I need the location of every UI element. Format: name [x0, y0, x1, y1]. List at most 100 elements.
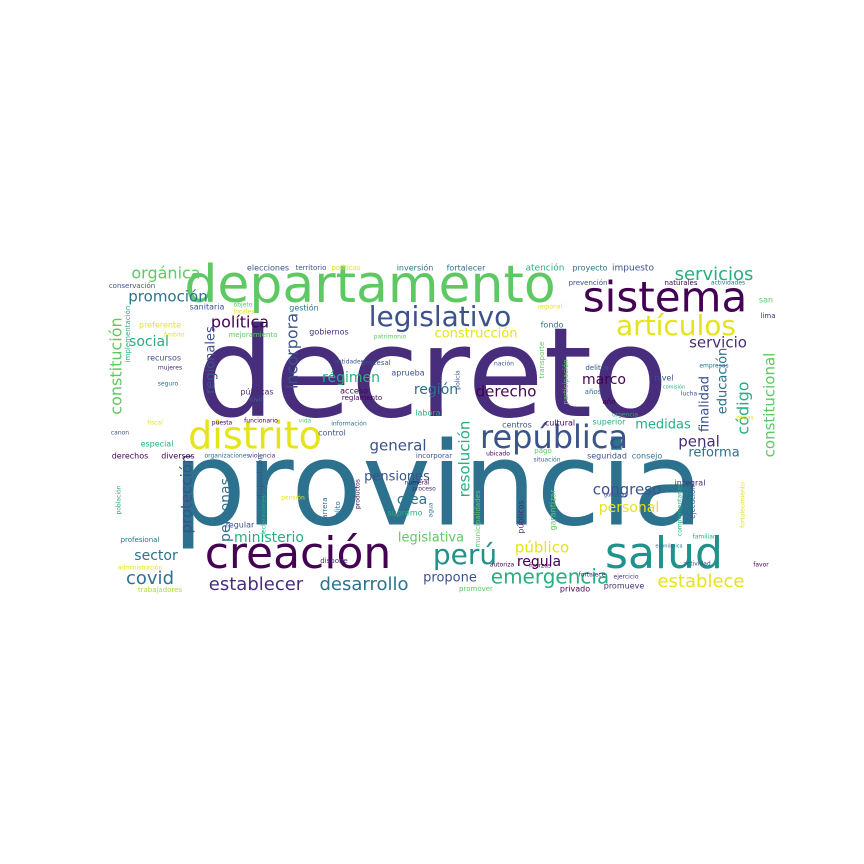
cloud-word: emergencia [491, 565, 609, 589]
cloud-word: salud [605, 528, 723, 579]
cloud-word: mujeres [158, 365, 182, 372]
cloud-word: población [116, 485, 123, 514]
cloud-word: protección [178, 455, 196, 534]
cloud-word: orgánica [131, 264, 200, 283]
cloud-word: declaraciones [261, 495, 268, 537]
cloud-word: seguro [158, 381, 179, 388]
cloud-word: recursos [147, 354, 181, 363]
cloud-word: servicios [675, 264, 754, 285]
cloud-word: acceso [340, 387, 368, 396]
cloud-word: fortalecimiento [740, 482, 747, 528]
cloud-word: fuerzas [529, 563, 551, 570]
cloud-word: pago [534, 447, 551, 455]
cloud-word: aprueba [391, 369, 424, 378]
cloud-word: información [331, 421, 367, 428]
cloud-word: incorpora [283, 313, 302, 389]
cloud-word: constitución [107, 317, 126, 414]
cloud-word: puesta [212, 420, 233, 427]
cloud-word: constitucional [761, 353, 779, 458]
cloud-word: pensión [281, 495, 305, 502]
cloud-word: construcción [435, 327, 518, 342]
cloud-word: civil [250, 397, 262, 404]
cloud-word: profesional [121, 536, 160, 544]
cloud-word: educación [716, 348, 731, 415]
cloud-word: reforma [688, 446, 739, 461]
cloud-word: canon [111, 430, 129, 437]
cloud-word: gobierno [604, 493, 626, 499]
cloud-word: perú [433, 538, 497, 571]
cloud-word: prevención [569, 279, 608, 287]
cloud-word: actividades [711, 280, 745, 287]
cloud-word: objeto [234, 302, 253, 309]
cloud-word: región [414, 382, 458, 398]
cloud-word: conservación [109, 282, 155, 290]
cloud-word: penal [678, 433, 720, 451]
cloud-word: trabajadores [138, 586, 183, 594]
cloud-word: ejercicio [614, 574, 639, 581]
cloud-word: república [480, 418, 628, 456]
cloud-word: implementación [124, 306, 132, 363]
cloud-word: lucha [681, 391, 698, 398]
cloud-word: elecciones [247, 264, 289, 273]
cloud-word: fondo [541, 321, 564, 330]
cloud-word: política [211, 313, 269, 332]
cloud-word: nivel [654, 374, 673, 383]
cloud-word: diversos [161, 452, 194, 461]
cloud-word: ministerio [234, 530, 304, 546]
cloud-word: agua [428, 502, 435, 517]
cloud-word: zonas [736, 415, 753, 422]
cloud-word: situación [533, 457, 560, 464]
cloud-word: régimen [322, 370, 380, 386]
cloud-word: servicio [689, 334, 747, 352]
cloud-word: medidas [635, 418, 691, 433]
cloud-word: superior [593, 418, 627, 427]
cloud-word: pensiones [364, 470, 430, 485]
cloud-word: policía [455, 370, 462, 390]
cloud-word: privado [560, 585, 590, 594]
cloud-word: código [734, 381, 753, 434]
cloud-word: seguridad [587, 452, 627, 461]
cloud-word: cultural [545, 419, 575, 428]
cloud-word: años [585, 388, 602, 396]
cloud-word: procesal [361, 359, 391, 367]
cloud-word: finalidad [698, 376, 713, 432]
cloud-word: territorio [296, 264, 327, 272]
cloud-word: sistema [583, 273, 747, 322]
cloud-word: propone [423, 571, 477, 586]
cloud-word: autoriza [490, 562, 515, 569]
cloud-word: urgencia [612, 412, 638, 419]
cloud-word: participación [562, 359, 570, 404]
cloud-word: garantizar [549, 489, 558, 531]
cloud-word: legislativa [398, 531, 464, 546]
cloud-word: regionales [204, 326, 219, 394]
cloud-word: marco [582, 372, 626, 388]
cloud-word: administración [118, 565, 163, 572]
cloud-word: personal [599, 500, 659, 516]
cloud-word: impuesto [612, 264, 654, 274]
cloud-word: provincia [172, 418, 703, 553]
cloud-word: general [369, 437, 426, 455]
cloud-word: numeral [405, 480, 430, 487]
cloud-word: derecho [476, 383, 537, 401]
cloud-word: supremo [387, 509, 422, 518]
cloud-word: departamento [184, 255, 555, 315]
cloud-word: delitos [585, 364, 609, 372]
cloud-word: proceso [412, 486, 436, 493]
cloud-word: patrimonio [374, 334, 407, 341]
cloud-word: políticas [331, 264, 360, 272]
cloud-word: regula [517, 554, 561, 570]
cloud-word: legislativo [369, 300, 512, 333]
cloud-word: preferente [139, 321, 181, 330]
cloud-word: carrera [321, 497, 329, 522]
cloud-word: vida [299, 418, 312, 425]
cloud-word: ejecución [689, 485, 697, 518]
cloud-word: fortalece [579, 572, 606, 579]
cloud-word: empresas [699, 363, 728, 370]
cloud-word: establecer [209, 574, 304, 595]
cloud-word: crea [397, 492, 427, 508]
cloud-word: público [515, 539, 569, 557]
cloud-word: consejo [632, 452, 663, 461]
cloud-word: actividad [683, 561, 711, 568]
cloud-word: san [759, 296, 773, 305]
cloud-word: derechos [112, 452, 149, 461]
